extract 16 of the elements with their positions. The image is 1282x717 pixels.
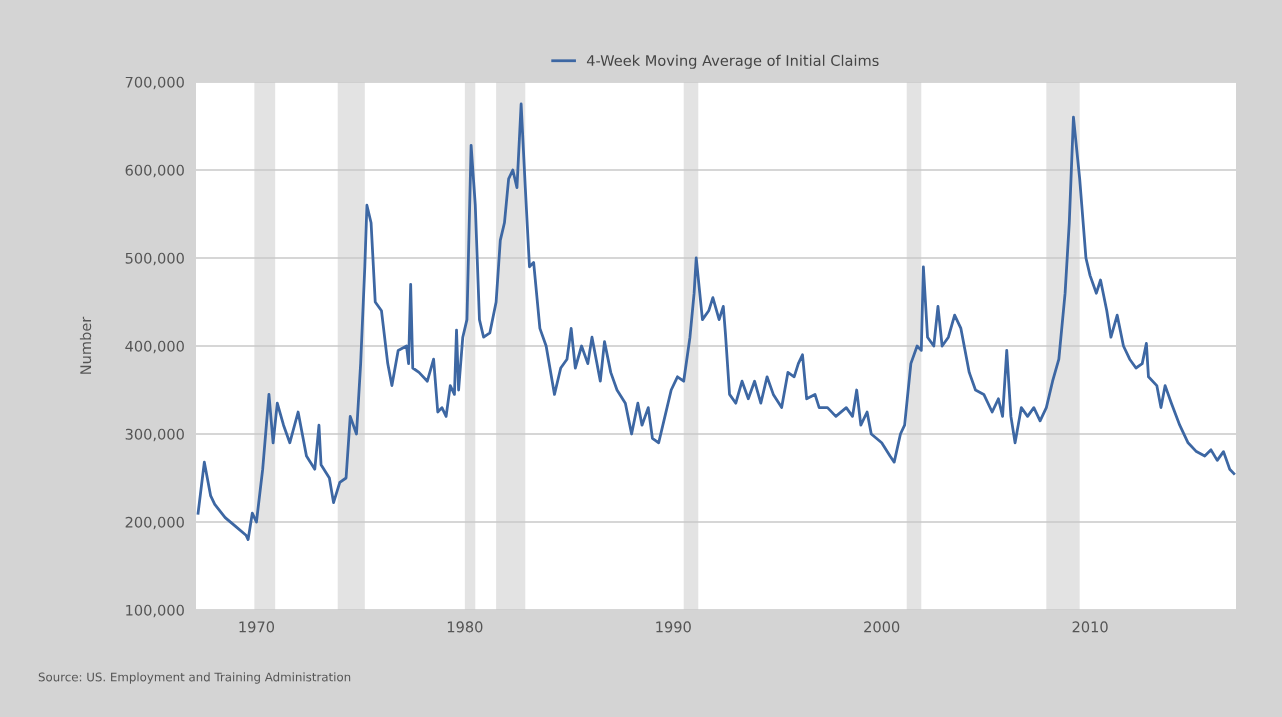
x-tick-label: 1980 [447, 621, 483, 633]
y-tick-label: 600,000 [125, 164, 184, 178]
x-tick-label: 2010 [1072, 621, 1108, 633]
x-tick-label: 2000 [864, 621, 900, 633]
source-note: Source: US. Employment and Training Administration [38, 672, 351, 684]
y-tick-label: 500,000 [125, 252, 184, 266]
y-tick-label: 300,000 [125, 428, 184, 442]
y-tick-label: 200,000 [125, 516, 184, 530]
x-tick-label: 1970 [239, 621, 275, 633]
y-tick-label: 400,000 [125, 340, 184, 354]
y-tick-label: 700,000 [125, 76, 184, 90]
line-series [196, 102, 1236, 541]
y-tick-label: 100,000 [126, 604, 184, 618]
legend-label: 4-Week Moving Average of Initial Claims [586, 54, 879, 69]
y-axis-title: Number [79, 316, 92, 374]
x-tick-label: 1990 [656, 621, 691, 633]
